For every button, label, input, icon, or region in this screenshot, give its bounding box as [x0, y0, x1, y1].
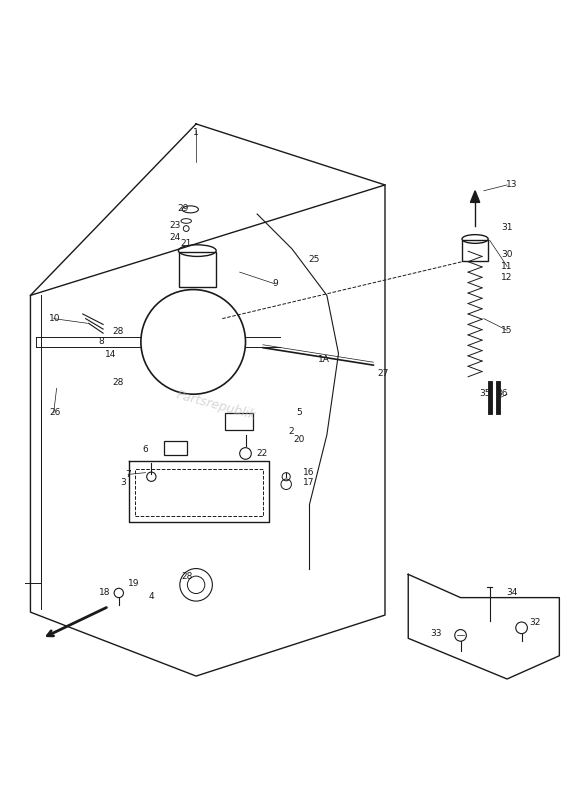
Text: 33: 33	[430, 629, 442, 638]
Polygon shape	[471, 190, 479, 202]
Text: 29: 29	[177, 204, 189, 213]
Text: 24: 24	[169, 233, 180, 242]
Text: 28: 28	[182, 572, 193, 581]
Text: 8: 8	[99, 338, 104, 346]
Bar	[225, 413, 253, 430]
Text: 14: 14	[105, 350, 116, 359]
Text: 1: 1	[193, 128, 199, 137]
Text: 9: 9	[273, 279, 279, 288]
Text: 30: 30	[501, 250, 513, 259]
Text: 2: 2	[288, 427, 294, 437]
Text: 28: 28	[112, 327, 123, 336]
Text: 4: 4	[148, 592, 154, 601]
Text: 31: 31	[501, 223, 513, 233]
Text: 1A: 1A	[318, 355, 330, 364]
Text: 19: 19	[128, 578, 140, 587]
Text: 35: 35	[479, 389, 491, 398]
Bar	[179, 252, 217, 286]
Text: 17: 17	[303, 478, 314, 487]
Bar	[164, 441, 187, 455]
Text: 36: 36	[496, 389, 508, 398]
Text: 16: 16	[303, 467, 314, 477]
Text: 13: 13	[506, 181, 517, 190]
Text: 23: 23	[169, 221, 180, 230]
Text: 18: 18	[99, 589, 110, 598]
Text: 22: 22	[256, 449, 267, 458]
Text: 6: 6	[142, 445, 148, 454]
Text: 27: 27	[377, 370, 388, 378]
Text: 25: 25	[308, 255, 320, 264]
Text: 21: 21	[180, 238, 192, 247]
Text: Partsrepublik: Partsrepublik	[175, 389, 258, 422]
Bar	[135, 469, 263, 516]
Bar	[463, 240, 488, 261]
Text: 5: 5	[296, 408, 302, 417]
Text: 32: 32	[529, 618, 541, 626]
Text: 34: 34	[506, 589, 517, 598]
Text: 10: 10	[49, 314, 61, 323]
Text: 20: 20	[293, 435, 305, 444]
Text: 7: 7	[125, 470, 131, 479]
Text: 12: 12	[502, 274, 513, 282]
Text: 26: 26	[49, 408, 61, 418]
Text: 11: 11	[501, 262, 513, 271]
Text: 3: 3	[120, 478, 126, 487]
Text: 28: 28	[112, 378, 123, 387]
Text: 15: 15	[501, 326, 513, 334]
